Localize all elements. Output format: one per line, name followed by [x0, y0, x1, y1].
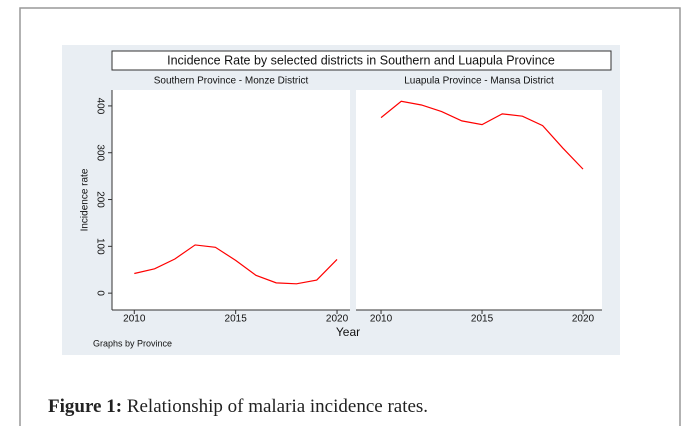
y-tick-label: 200: [94, 191, 105, 208]
data-line: [134, 244, 338, 285]
plot-area: [112, 90, 350, 310]
caption-text: Relationship of malaria incidence rates.: [126, 396, 429, 417]
x-tick-label: 2020: [572, 314, 595, 325]
y-axis-label: Incidence rate: [80, 168, 91, 231]
data-line: [380, 100, 584, 170]
note: Graphs by Province: [93, 338, 172, 348]
y-tick-label: 100: [94, 238, 105, 255]
y-tick-label: 0: [94, 290, 105, 296]
caption-label: Figure 1:: [48, 396, 123, 417]
caption: Figure 1: Relationship of malaria incide…: [48, 396, 428, 418]
x-tick-label: 2015: [225, 314, 248, 325]
x-axis-label: Year: [336, 325, 360, 339]
plot-area: [356, 90, 602, 310]
chart-title: Incidence Rate by selected districts in …: [167, 53, 555, 67]
panel-title: Southern Province - Monze District: [154, 76, 309, 87]
y-tick-label: 400: [94, 98, 105, 115]
frame: [19, 7, 681, 426]
panel-title: Luapula Province - Mansa District: [404, 76, 554, 87]
panel-header: [356, 72, 602, 90]
title-box: [111, 50, 612, 71]
x-tick-label: 2010: [370, 314, 393, 325]
x-tick-label: 2015: [471, 314, 494, 325]
panels: Southern Province - Monze District 2010 20…: [94, 72, 602, 325]
x-tick-label: 2020: [326, 314, 349, 325]
x-tick-label: 2010: [123, 314, 146, 325]
y-tick-label: 300: [94, 144, 105, 161]
panel-header: [112, 72, 350, 90]
